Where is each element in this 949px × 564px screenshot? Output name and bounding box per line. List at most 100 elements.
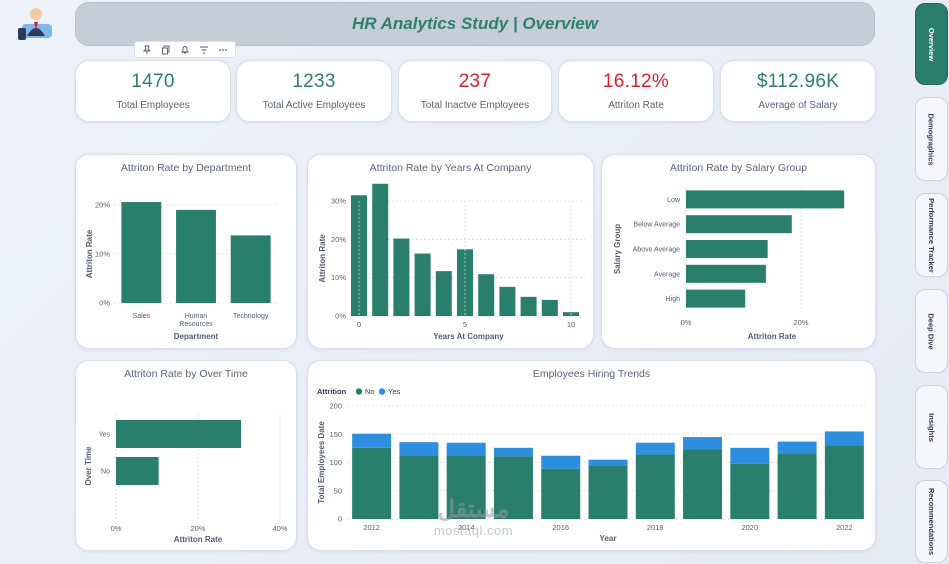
x-tick-label: 0 — [357, 320, 361, 329]
nav-label: Performance Tracker — [927, 197, 937, 273]
kpi-total-inactive-employees: 237 Total Inactve Employees — [398, 60, 552, 122]
y-tick-label: Low — [667, 197, 681, 204]
y-tick-label: 50 — [334, 486, 342, 495]
nav-label: Recommendations — [927, 487, 937, 556]
x-tick-label: Resources — [179, 321, 213, 328]
copy-icon[interactable] — [157, 42, 175, 57]
nav-deep-dive[interactable]: Deep Dive — [915, 289, 948, 373]
chart-canvas: 0 50 100 150 200 2012 2014 2016 2018 2020 2022 Attr… — [317, 387, 868, 543]
kpi-attrition-rate: 16.12% Attriton Rate — [558, 60, 714, 122]
chart-attrition-by-overtime[interactable]: Attriton Rate by Over Time 0% 20% 40% Yes No… — [75, 360, 297, 551]
bar — [116, 420, 242, 448]
x-tick-label: 40% — [272, 524, 287, 533]
bar-segment-yes — [824, 431, 864, 446]
bar-segment-no — [635, 454, 675, 519]
bar-segment-yes — [730, 447, 770, 464]
x-tick-label: 0% — [681, 318, 692, 327]
x-axis-title: Years At Company — [433, 332, 504, 341]
bar-segment-yes — [683, 437, 723, 450]
watermark-arabic: مستقل — [437, 496, 510, 523]
bar-segment-no — [493, 456, 533, 519]
legend-label: No — [365, 387, 375, 396]
bar-segment-yes — [588, 459, 628, 466]
kpi-label: Total Active Employees — [262, 100, 366, 111]
chart-title: Attriton Rate by Years At Company — [369, 162, 532, 174]
chart-attrition-by-salary-group[interactable]: Attriton Rate by Salary Group 0% 20% Low Be… — [601, 154, 876, 349]
y-tick-label: 0 — [338, 515, 342, 524]
bar — [541, 299, 558, 316]
y-tick-label: Yes — [99, 432, 111, 439]
kpi-label: Total Inactve Employees — [420, 100, 530, 111]
bar — [686, 264, 766, 283]
bar-segment-no — [399, 455, 439, 519]
chart-attrition-by-years[interactable]: Attriton Rate by Years At Company 0% 10% 2… — [307, 154, 594, 349]
legend-dot-no — [355, 388, 363, 395]
x-tick-label: 2022 — [836, 523, 853, 532]
y-tick-label: 30% — [331, 197, 346, 206]
x-tick-label: 10 — [567, 320, 575, 329]
nav-label: Insights — [926, 412, 936, 442]
kpi-value: 237 — [458, 71, 492, 92]
x-axis-title: Attriton Rate — [174, 535, 223, 544]
chart-title: Employees Hiring Trends — [532, 368, 651, 380]
nav-recommendations[interactable]: Recommendations — [915, 480, 948, 563]
x-tick-label: 2018 — [647, 523, 664, 532]
bar — [686, 240, 768, 258]
bar-segment-yes — [541, 455, 581, 469]
x-tick-label: 2016 — [552, 523, 569, 532]
bar-segment-yes — [493, 447, 533, 457]
y-axis-title: Attriton Rate — [85, 229, 94, 278]
kpi-value: 1233 — [292, 71, 336, 92]
bar-segment-no — [730, 463, 770, 519]
bar-segment-no — [588, 465, 628, 519]
nav-label: Overview — [927, 27, 937, 61]
more-icon[interactable] — [214, 42, 232, 57]
chart-attrition-by-department[interactable]: Attriton Rate by Department 0% 10% 20% Sale… — [75, 154, 297, 349]
bar — [499, 286, 516, 316]
y-axis-title: Salary Group — [613, 224, 622, 274]
y-tick-label: 0% — [335, 312, 346, 321]
filter-icon[interactable] — [195, 42, 213, 57]
bar-segment-no — [446, 455, 486, 519]
x-tick-label: Sales — [133, 313, 151, 320]
y-tick-label: 10% — [331, 273, 346, 282]
bar-segment-yes — [352, 433, 392, 448]
nav-performance-tracker[interactable]: Performance Tracker — [915, 193, 948, 277]
bar-segment-no — [541, 468, 581, 519]
chart-employees-hiring-trends[interactable]: Employees Hiring Trends 0 50 100 150 200 2012… — [307, 360, 876, 551]
bar-segment-no — [777, 454, 817, 519]
bar — [393, 238, 410, 316]
bar-segment-yes — [635, 442, 675, 455]
x-tick-label: Human — [185, 313, 208, 320]
y-tick-label: 20% — [331, 235, 346, 244]
kpi-value: 1470 — [131, 71, 175, 92]
pin-icon[interactable] — [138, 42, 156, 57]
bell-icon[interactable] — [176, 42, 194, 57]
bar — [478, 274, 495, 316]
chart-title: Attriton Rate by Salary Group — [669, 162, 808, 174]
bar — [372, 183, 389, 316]
nav-insights[interactable]: Insights — [915, 385, 948, 469]
nav-label: Deep Dive — [927, 312, 936, 350]
bar — [686, 190, 845, 209]
x-tick-label: 20% — [793, 318, 808, 327]
bar — [116, 457, 159, 485]
watermark-latin: mostaql.com — [433, 523, 514, 538]
nav-overview[interactable]: Overview — [915, 3, 948, 85]
bar — [176, 209, 216, 303]
visual-toolbar — [134, 41, 236, 58]
kpi-average-salary: $112.96K Average of Salary — [720, 60, 876, 122]
x-tick-label: 2020 — [741, 523, 758, 532]
nav-demographics[interactable]: Demographics — [915, 97, 948, 181]
y-tick-label: 200 — [329, 402, 342, 411]
bar — [414, 253, 431, 316]
page-title: HR Analytics Study | Overview — [352, 14, 598, 33]
y-tick-label: No — [101, 469, 110, 476]
watermark: مستقل mostaql.com — [411, 496, 536, 539]
chart-canvas: 0% 20% Low Below Average Above Average Averag… — [613, 187, 845, 341]
kpi-total-active-employees: 1233 Total Active Employees — [236, 60, 392, 122]
bar-segment-no — [683, 449, 723, 519]
bar-segment-no — [352, 447, 392, 519]
y-tick-label: 150 — [329, 430, 342, 439]
